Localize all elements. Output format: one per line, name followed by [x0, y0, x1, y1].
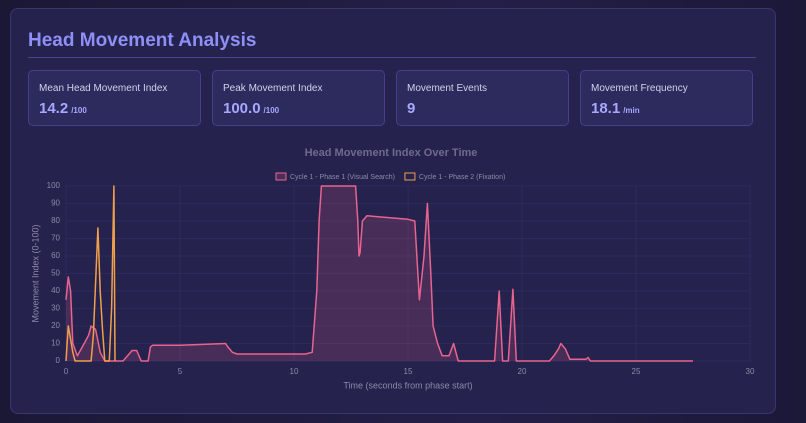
stat-value: 100.0 — [223, 100, 261, 117]
y-tick-label: 40 — [51, 286, 60, 295]
series-line — [65, 185, 116, 362]
chart-title: Head Movement Index Over Time — [305, 147, 478, 159]
stat-unit: /100 — [71, 106, 87, 115]
legend-swatch — [404, 172, 416, 181]
stat-card: Peak Movement Index 100.0/100 — [212, 70, 385, 126]
x-tick-label: 5 — [178, 367, 183, 376]
stat-label: Movement Frequency — [591, 83, 688, 94]
x-tick-label: 10 — [290, 367, 299, 376]
stat-card: Movement Events 9 — [396, 70, 569, 126]
y-tick-label: 0 — [56, 356, 61, 365]
stat-value: 18.1 — [591, 100, 621, 117]
legend-label: Cycle 1 - Phase 1 (Visual Search) — [290, 174, 395, 181]
x-tick-label: 20 — [518, 367, 527, 376]
stat-value-row: 100.0/100 — [223, 100, 374, 117]
x-tick-label: 0 — [64, 367, 69, 376]
y-tick-label: 90 — [51, 199, 60, 208]
y-tick-label: 60 — [51, 251, 60, 260]
stat-value-row: 18.1/min — [591, 100, 742, 117]
legend-swatch — [275, 172, 287, 181]
x-tick-label: 15 — [404, 367, 413, 376]
y-axis-label: Movement Index (0-100) — [30, 224, 40, 322]
page-title: Head Movement Analysis — [28, 30, 257, 51]
stat-value-row: 9 — [407, 100, 558, 117]
x-axis-label: Time (seconds from phase start) — [343, 380, 472, 390]
y-tick-label: 70 — [51, 234, 60, 243]
stat-label: Mean Head Movement Index — [39, 83, 168, 94]
stat-unit: /min — [623, 106, 640, 115]
series-area — [66, 186, 693, 361]
stat-label: Peak Movement Index — [223, 83, 323, 94]
y-tick-label: 30 — [51, 304, 60, 313]
stat-value: 14.2 — [39, 100, 69, 117]
stat-unit: /100 — [263, 106, 280, 115]
stat-card: Mean Head Movement Index 14.2/100 — [28, 70, 201, 126]
y-tick-label: 100 — [47, 181, 61, 190]
stat-value: 9 — [407, 100, 416, 117]
series-line — [65, 185, 693, 362]
stat-label: Movement Events — [407, 83, 488, 94]
x-tick-label: 30 — [746, 367, 755, 376]
legend-label: Cycle 1 - Phase 2 (Fixation) — [419, 174, 505, 181]
divider — [28, 57, 756, 58]
stat-value-row: 14.2/100 — [39, 100, 190, 117]
y-tick-label: 50 — [51, 269, 60, 278]
y-tick-label: 20 — [51, 321, 60, 330]
y-tick-label: 10 — [51, 339, 60, 348]
stat-card: Movement Frequency 18.1/min — [580, 70, 753, 126]
y-tick-label: 80 — [51, 216, 60, 225]
x-tick-label: 25 — [632, 367, 641, 376]
